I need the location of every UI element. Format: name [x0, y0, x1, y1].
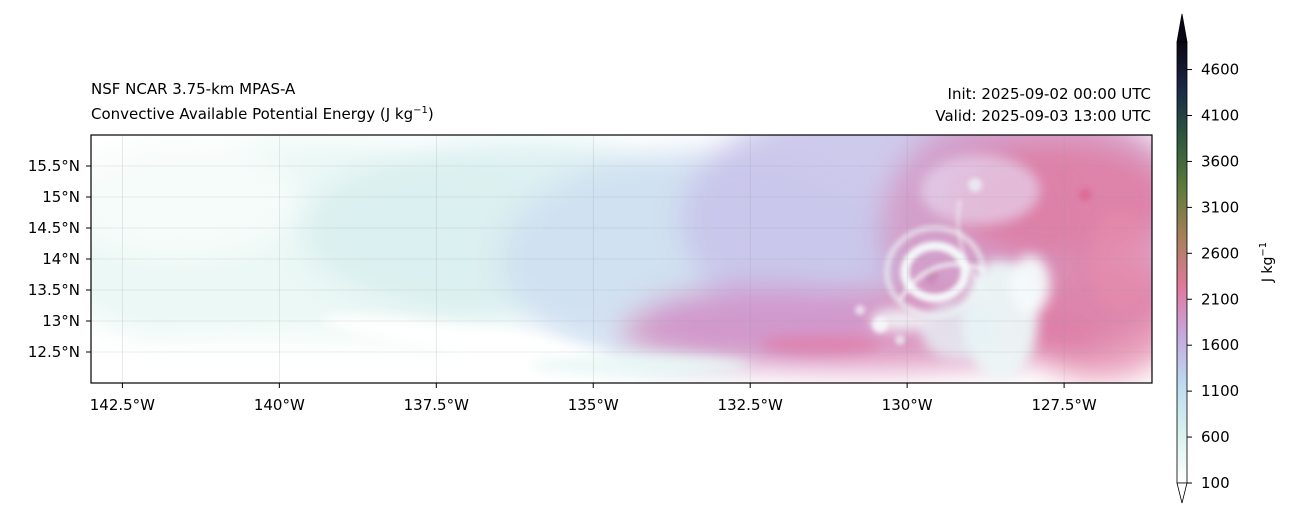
colorbar-tick-label: 100: [1201, 474, 1230, 492]
colorbar-tick-label: 3100: [1201, 198, 1239, 216]
colorbar-ticks: 100 600 1100 1600 2100 2600 3100 3600 4100 4600: [1187, 61, 1239, 492]
colorbar-tick-label: 1600: [1201, 336, 1239, 354]
colorbar-label: J kg−1: [1258, 242, 1276, 283]
cyclone: [855, 178, 1091, 345]
colorbar-tick-label: 2100: [1201, 290, 1239, 308]
x-tick-label: 135°W: [568, 396, 619, 414]
colorbar-extend-min: [1176, 482, 1188, 504]
variable-title-text: Convective Available Potential Energy (J…: [91, 105, 414, 123]
gridlines: [91, 135, 1152, 383]
y-axis: 12.5°N 13°N 13.5°N 14°N 14.5°N 15°N 15.5°N: [28, 157, 91, 361]
x-tick-label: 127.5°W: [1031, 396, 1096, 414]
colorbar-body: [1176, 13, 1188, 504]
colorbar-extend-max: [1176, 13, 1188, 43]
variable-title-end: ): [427, 105, 434, 123]
colorbar-tick-label: 4600: [1201, 61, 1239, 79]
x-tick-label: 140°W: [254, 396, 305, 414]
colorbar-label-sup: −1: [1258, 242, 1269, 257]
x-tick-label: 142.5°W: [90, 396, 155, 414]
cape-field: [91, 135, 1152, 383]
x-tick-label: 130°W: [882, 396, 933, 414]
colorbar-tick-label: 1100: [1201, 382, 1239, 400]
valid-time: Valid: 2025-09-03 13:00 UTC: [935, 107, 1151, 125]
x-axis: 142.5°W 140°W 137.5°W 135°W 132.5°W 130°W 127.…: [90, 383, 1097, 414]
colorbar-tick-label: 600: [1201, 428, 1230, 446]
variable-title-sup: −1: [413, 105, 428, 116]
init-time: Init: 2025-09-02 00:00 UTC: [947, 85, 1151, 103]
x-tick-label: 132.5°W: [718, 396, 783, 414]
y-tick-label: 13.5°N: [28, 281, 80, 299]
colorbar-tick-label: 4100: [1201, 107, 1239, 125]
x-tick-label: 137.5°W: [404, 396, 469, 414]
y-tick-label: 14.5°N: [28, 219, 80, 237]
cape-features: [321, 155, 1150, 380]
colorbar-gradient: [1176, 41, 1188, 484]
colorbar-tick-label: 3600: [1201, 152, 1239, 170]
colorbar-tick-label: 2600: [1201, 244, 1239, 262]
variable-title: Convective Available Potential Energy (J…: [91, 105, 434, 123]
y-tick-label: 15.5°N: [28, 157, 80, 175]
y-tick-label: 13°N: [42, 312, 80, 330]
colorbar-label-text: J kg: [1260, 257, 1276, 284]
y-tick-label: 15°N: [42, 188, 80, 206]
y-tick-label: 14°N: [42, 250, 80, 268]
model-title: NSF NCAR 3.75-km MPAS-A: [91, 80, 296, 98]
y-tick-label: 12.5°N: [28, 343, 80, 361]
